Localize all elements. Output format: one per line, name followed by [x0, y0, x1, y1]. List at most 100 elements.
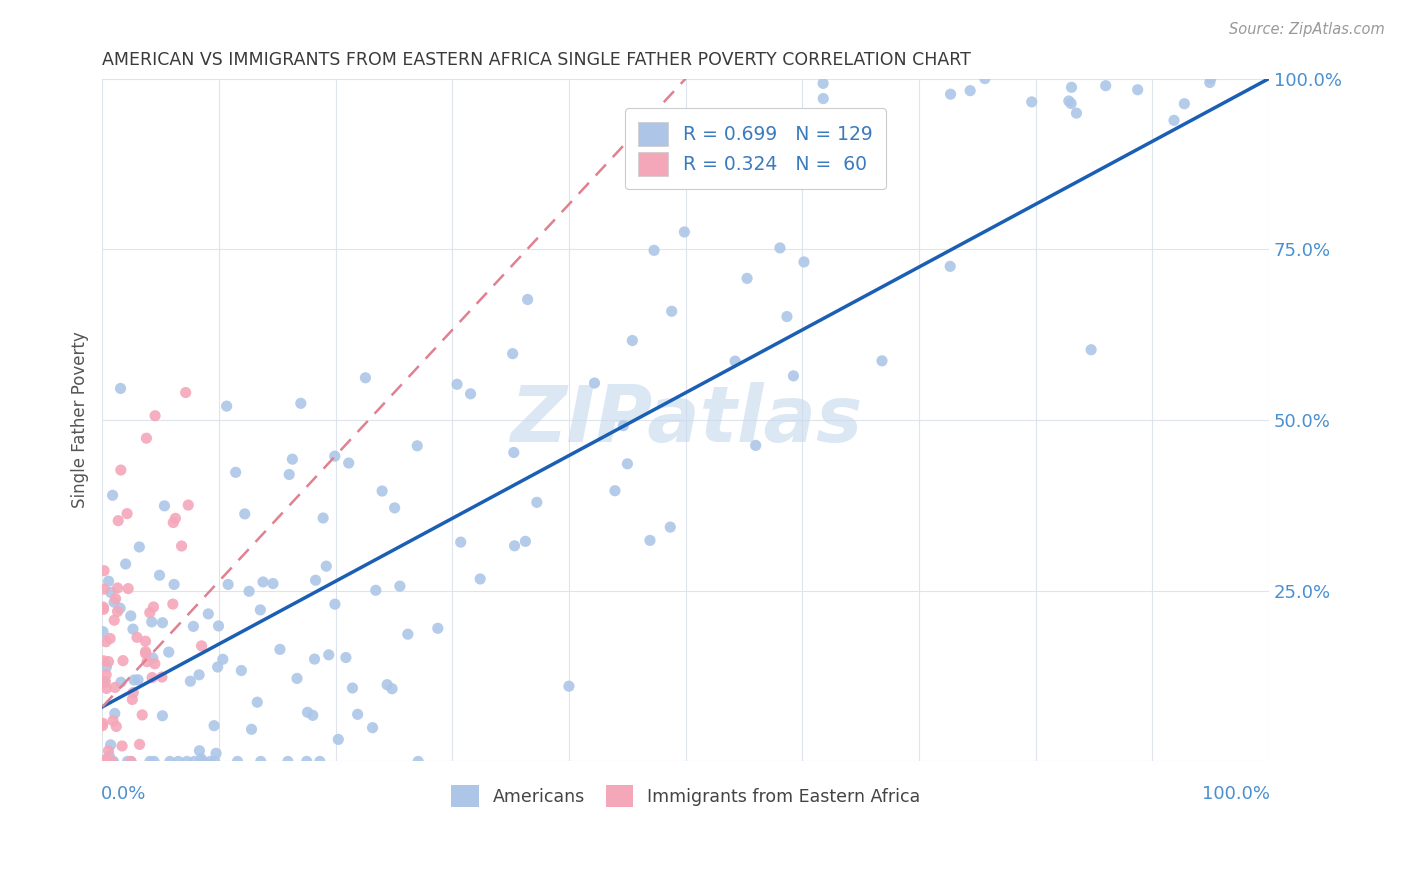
Point	[183, 619, 205, 633]
Point	[1126, 83, 1149, 97]
Point	[1094, 78, 1116, 93]
Point	[204, 755, 226, 769]
Point	[120, 608, 142, 623]
Point	[446, 377, 468, 392]
Point	[202, 719, 225, 733]
Point	[110, 381, 132, 395]
Point	[354, 370, 377, 384]
Point	[135, 647, 157, 661]
Point	[108, 601, 131, 615]
Point	[143, 755, 166, 769]
Point	[200, 755, 222, 769]
Point	[238, 584, 260, 599]
Point	[163, 577, 186, 591]
Point	[97, 744, 120, 758]
Point	[153, 499, 176, 513]
Point	[249, 603, 271, 617]
Point	[104, 706, 127, 721]
Point	[388, 579, 411, 593]
Point	[643, 244, 665, 258]
Point	[1021, 95, 1043, 109]
Point	[117, 755, 139, 769]
Point	[312, 511, 335, 525]
Point	[93, 755, 115, 769]
Point	[406, 439, 429, 453]
Point	[233, 507, 256, 521]
Point	[131, 707, 153, 722]
Point	[973, 71, 995, 86]
Point	[97, 574, 120, 589]
Point	[93, 654, 115, 668]
Point	[139, 606, 162, 620]
Point	[503, 539, 526, 553]
Point	[207, 619, 229, 633]
Point	[125, 630, 148, 644]
Point	[207, 660, 229, 674]
Point	[159, 755, 181, 769]
Point	[105, 719, 128, 733]
Point	[100, 755, 122, 769]
Point	[939, 87, 962, 102]
Point	[93, 602, 115, 616]
Point	[96, 681, 118, 696]
Point	[111, 654, 134, 668]
Text: Source: ZipAtlas.com: Source: ZipAtlas.com	[1229, 22, 1385, 37]
Point	[870, 354, 893, 368]
Point	[1060, 80, 1083, 95]
Point	[335, 650, 357, 665]
Point	[638, 533, 661, 548]
Point	[813, 91, 835, 105]
Point	[107, 514, 129, 528]
Point	[167, 755, 190, 769]
Point	[98, 749, 121, 764]
Point	[558, 679, 581, 693]
Point	[406, 755, 429, 769]
Point	[197, 607, 219, 621]
Point	[190, 752, 212, 766]
Point	[371, 483, 394, 498]
Point	[1080, 343, 1102, 357]
Point	[142, 651, 165, 665]
Point	[152, 615, 174, 630]
Point	[188, 744, 211, 758]
Point	[252, 574, 274, 589]
Point	[1199, 71, 1222, 86]
Point	[793, 255, 815, 269]
Point	[502, 346, 524, 360]
Point	[150, 670, 173, 684]
Point	[91, 624, 114, 639]
Point	[661, 304, 683, 318]
Point	[811, 76, 834, 90]
Point	[103, 613, 125, 627]
Point	[583, 376, 606, 390]
Point	[1066, 106, 1088, 120]
Point	[97, 655, 120, 669]
Point	[342, 681, 364, 695]
Point	[364, 583, 387, 598]
Point	[1057, 94, 1080, 108]
Point	[188, 668, 211, 682]
Point	[735, 271, 758, 285]
Point	[101, 755, 124, 769]
Legend: Americans, Immigrants from Eastern Africa: Americans, Immigrants from Eastern Afric…	[444, 778, 928, 814]
Point	[939, 260, 962, 274]
Point	[91, 755, 114, 769]
Point	[117, 582, 139, 596]
Point	[190, 639, 212, 653]
Point	[135, 431, 157, 445]
Point	[205, 747, 228, 761]
Point	[101, 488, 124, 502]
Point	[177, 498, 200, 512]
Point	[381, 681, 404, 696]
Point	[162, 597, 184, 611]
Text: ZIPatlas: ZIPatlas	[509, 382, 862, 458]
Point	[136, 655, 159, 669]
Point	[323, 597, 346, 611]
Point	[107, 605, 129, 619]
Point	[295, 755, 318, 769]
Point	[603, 483, 626, 498]
Point	[157, 645, 180, 659]
Point	[191, 755, 214, 769]
Point	[375, 678, 398, 692]
Point	[621, 334, 644, 348]
